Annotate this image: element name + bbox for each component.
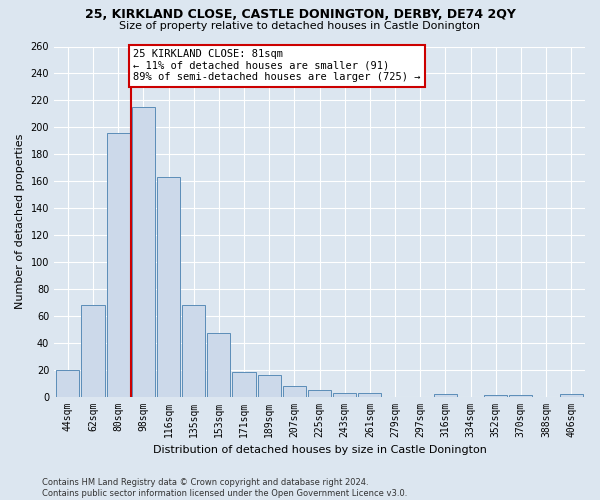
Bar bbox=[308, 390, 331, 396]
Bar bbox=[182, 305, 205, 396]
Bar bbox=[434, 394, 457, 396]
Y-axis label: Number of detached properties: Number of detached properties bbox=[15, 134, 25, 309]
Bar bbox=[107, 132, 130, 396]
Bar bbox=[207, 334, 230, 396]
Bar bbox=[484, 395, 507, 396]
Bar bbox=[132, 107, 155, 397]
X-axis label: Distribution of detached houses by size in Castle Donington: Distribution of detached houses by size … bbox=[152, 445, 487, 455]
Bar bbox=[232, 372, 256, 396]
Text: 25, KIRKLAND CLOSE, CASTLE DONINGTON, DERBY, DE74 2QY: 25, KIRKLAND CLOSE, CASTLE DONINGTON, DE… bbox=[85, 8, 515, 20]
Text: Contains HM Land Registry data © Crown copyright and database right 2024.
Contai: Contains HM Land Registry data © Crown c… bbox=[42, 478, 407, 498]
Bar bbox=[358, 392, 382, 396]
Bar bbox=[333, 392, 356, 396]
Bar bbox=[257, 375, 281, 396]
Text: Size of property relative to detached houses in Castle Donington: Size of property relative to detached ho… bbox=[119, 21, 481, 31]
Bar bbox=[56, 370, 79, 396]
Bar bbox=[82, 305, 104, 396]
Bar bbox=[560, 394, 583, 396]
Bar bbox=[283, 386, 306, 396]
Bar bbox=[157, 177, 180, 396]
Text: 25 KIRKLAND CLOSE: 81sqm
← 11% of detached houses are smaller (91)
89% of semi-d: 25 KIRKLAND CLOSE: 81sqm ← 11% of detach… bbox=[133, 49, 421, 82]
Bar bbox=[509, 395, 532, 396]
